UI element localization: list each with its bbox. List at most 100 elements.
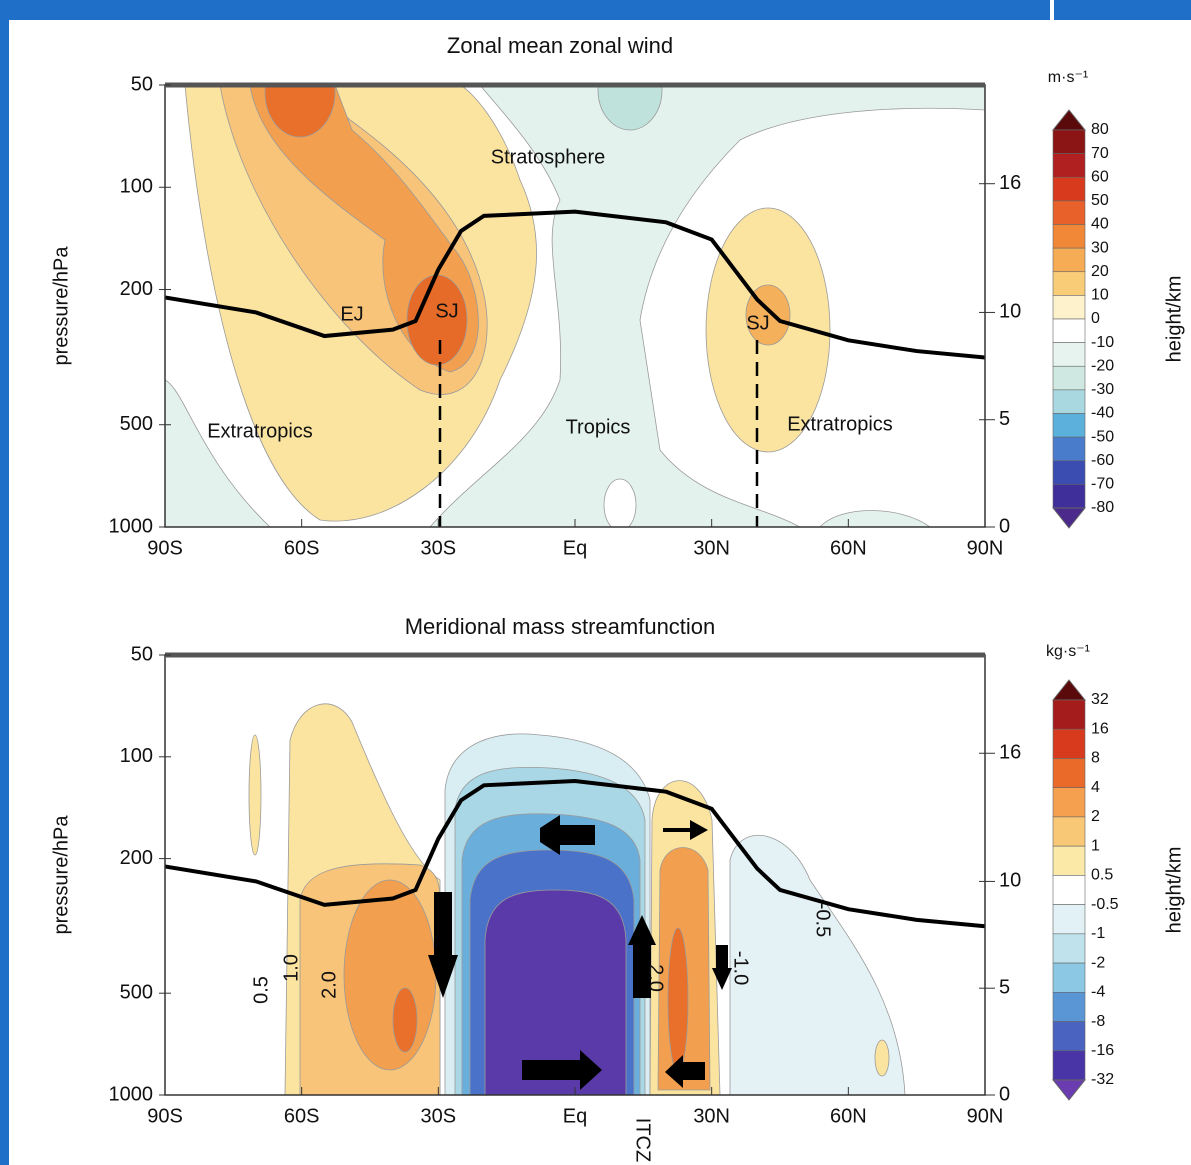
colorbar-box [1052,933,1086,964]
y2-tick-label: 5 [999,408,1010,430]
y2-tick-label: 16 [999,172,1021,194]
x-tick-label: 30N [693,1105,730,1127]
y-tick-label: 50 [131,73,153,95]
x-tick-label: 30S [421,1105,457,1127]
colorbar-unit: kg·s⁻¹ [1046,643,1090,660]
y2-tick-label: 10 [999,870,1021,892]
colorbar-label: -10 [1091,334,1114,351]
x-tick-label: 90S [147,537,183,559]
colorbar-box [1052,904,1086,935]
frame-gap [1050,0,1054,20]
y-axis-label: pressure/hPa [50,246,72,366]
colorbar-box [1052,875,1086,905]
annotation: 1.0 [280,954,302,982]
colorbar-label: 70 [1091,145,1109,162]
circulation-arrow [663,820,708,840]
annotation: -1.0 [730,951,752,985]
colorbar-box [1052,271,1086,296]
colorbar-label: -8 [1091,1013,1105,1030]
y-tick-label: 1000 [109,1083,154,1105]
colorbar-box [1052,460,1086,485]
colorbar-box [1052,1050,1086,1081]
contour-region [264,85,336,138]
annotation: EJ [340,303,363,325]
colorbar-label: 20 [1091,263,1109,280]
x-tick-label: 30N [693,537,730,559]
annotation: Stratosphere [491,146,606,168]
circulation-arrow [428,892,458,998]
colorbar-box [1052,176,1086,202]
colorbar-box [1052,153,1086,178]
x-tick-label: 60S [284,537,320,559]
colorbar-box [1052,699,1086,730]
colorbar-box [1052,342,1086,367]
x-tick-label: 90N [967,537,1004,559]
contour-region [667,927,689,1073]
contour-region [392,987,418,1053]
colorbar-box [1052,1021,1086,1052]
contour-region [429,85,985,527]
colorbar-box [1052,318,1086,343]
y-tick-label: 100 [120,176,153,198]
y-tick-label: 200 [120,847,153,869]
colorbar-box [1052,295,1086,320]
y2-tick-label: 0 [999,515,1010,537]
annotation: Extratropics [787,413,893,435]
y-tick-label: 200 [120,278,153,300]
colorbar-label: -0.5 [1091,896,1119,913]
contour-region [874,1039,890,1077]
colorbar-box [1052,962,1086,993]
y2-tick-label: 5 [999,976,1010,998]
colorbar-label: -20 [1091,357,1114,374]
y2-axis-label: height/km [1163,847,1185,934]
y-axis-label: pressure/hPa [50,815,72,935]
colorbar-label: 16 [1091,720,1109,737]
colorbar-label: 8 [1091,750,1100,767]
annotation: Extratropics [207,420,313,442]
colorbar-unit: m·s⁻¹ [1048,69,1088,86]
plot-area [165,703,985,1095]
contour-region [248,734,262,856]
colorbar-label: -80 [1091,499,1114,516]
chart-title: Zonal mean zonal wind [447,33,673,58]
colorbar-label: -30 [1091,381,1114,398]
colorbar-box [1052,816,1086,847]
y-tick-label: 1000 [109,515,154,537]
colorbar-label: -1 [1091,925,1105,942]
colorbar-box [1052,413,1086,438]
frame-top [0,0,1191,20]
circulation-arrow [628,915,656,998]
colorbar-box [1052,129,1086,154]
colorbar-label: -50 [1091,428,1114,445]
colorbar-box [1052,224,1086,249]
y2-tick-label: 0 [999,1083,1010,1105]
colorbar-label: -60 [1091,452,1114,469]
colorbar-top [1051,109,1087,131]
y-tick-label: 50 [131,643,153,665]
annotation: SJ [435,300,458,322]
colorbar-label: -2 [1091,954,1105,971]
colorbar-label: 4 [1091,779,1100,796]
x-tick-label: 60N [830,1105,867,1127]
colorbar-top [1051,679,1087,701]
contour-region [603,478,637,527]
colorbar-box [1052,200,1086,225]
colorbar-box [1052,992,1086,1022]
colorbar-label: -40 [1091,405,1114,422]
annotation: ITCZ [632,1118,654,1162]
colorbar-label: -16 [1091,1042,1114,1059]
colorbar-label: 2 [1091,808,1100,825]
circulation-arrow [665,1055,705,1088]
annotation: SJ [746,312,769,334]
y-tick-label: 500 [120,413,153,435]
colorbar-label: 50 [1091,192,1109,209]
colorbar-label: -70 [1091,476,1114,493]
x-tick-label: 90S [147,1105,183,1127]
colorbar-box [1052,436,1086,462]
colorbar-box [1052,845,1086,876]
tropopause-line [165,779,985,929]
y-tick-label: 100 [120,745,153,767]
x-tick-label: Eq [563,1105,587,1127]
